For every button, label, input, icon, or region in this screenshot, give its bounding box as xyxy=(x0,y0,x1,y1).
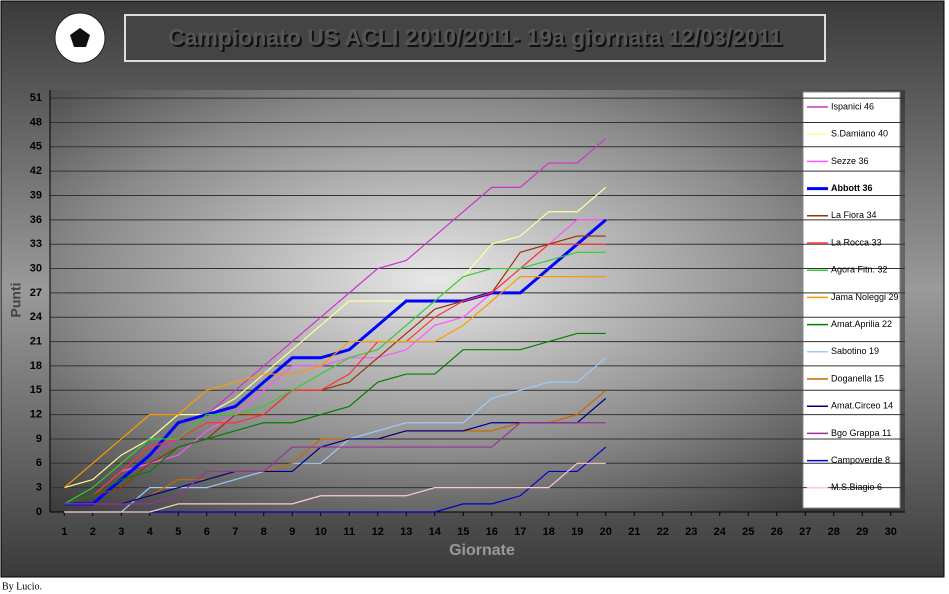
x-tick-label: 8 xyxy=(261,526,267,538)
x-tick-label: 4 xyxy=(147,526,154,538)
y-tick-label: 15 xyxy=(30,384,42,396)
x-tick-label: 20 xyxy=(600,526,612,538)
series-line xyxy=(64,186,607,489)
y-tick-label: 3 xyxy=(36,482,42,494)
legend-label: Sabotino 19 xyxy=(831,346,879,356)
x-tick-label: 23 xyxy=(685,526,697,538)
series-line xyxy=(64,357,607,513)
legend-label: Campoverde 8 xyxy=(831,455,890,465)
legend-label: Bgo Grappa 11 xyxy=(831,428,891,438)
x-tick-label: 13 xyxy=(400,526,412,538)
series-line xyxy=(64,422,606,505)
y-tick-label: 48 xyxy=(30,116,42,128)
chart-title: Campionato US ACLI 2010/2011- 19a giorna… xyxy=(168,24,782,50)
series-line xyxy=(64,235,606,505)
legend-label: Amat.Aprilia 22 xyxy=(831,319,892,329)
y-axis-label: Punti xyxy=(8,283,24,318)
x-tick-label: 12 xyxy=(372,526,384,538)
x-tick-label: 3 xyxy=(118,526,124,538)
x-tick-label: 7 xyxy=(232,526,238,538)
series-line xyxy=(63,276,606,489)
legend-label: M.S.Biagio 6 xyxy=(831,482,882,492)
footer: By Lucio. xyxy=(2,581,42,592)
series-line xyxy=(64,389,607,505)
y-tick-label: 21 xyxy=(30,335,42,347)
x-tick-label: 11 xyxy=(343,526,355,538)
x-tick-label: 22 xyxy=(657,526,669,538)
y-tick-label: 12 xyxy=(30,409,42,421)
series-line xyxy=(64,332,606,505)
y-tick-label: 51 xyxy=(30,92,42,104)
y-tick-label: 9 xyxy=(36,433,42,445)
x-axis-label: Giornate xyxy=(449,542,515,559)
y-tick-label: 36 xyxy=(30,214,42,226)
x-tick-label: 2 xyxy=(90,526,96,538)
y-tick-label: 6 xyxy=(36,457,42,469)
series-line xyxy=(64,397,607,505)
legend-label: Abbott 36 xyxy=(831,183,873,193)
x-tick-label: 18 xyxy=(543,526,555,538)
x-tick-label: 26 xyxy=(771,526,783,538)
x-tick-label: 9 xyxy=(289,526,295,538)
legend-label: Sezze 36 xyxy=(831,156,869,166)
x-tick-label: 30 xyxy=(885,526,897,538)
y-tick-label: 24 xyxy=(30,311,43,323)
legend-label: Amat.Circeo 14 xyxy=(831,401,893,411)
legend-label: Doganella 15 xyxy=(831,373,884,383)
legend-label: La Rocca 33 xyxy=(831,237,882,247)
legend-label: S.Damiano 40 xyxy=(831,129,888,139)
y-tick-label: 27 xyxy=(30,287,42,299)
x-tick-label: 10 xyxy=(315,526,327,538)
series-line xyxy=(64,243,606,505)
x-tick-label: 24 xyxy=(714,526,727,538)
x-tick-label: 29 xyxy=(856,526,868,538)
title-shadow: Campionato US ACLI 2010/2011- 19a giorna… xyxy=(170,26,784,52)
x-tick-label: 19 xyxy=(571,526,583,538)
series-line xyxy=(63,251,606,505)
x-tick-label: 5 xyxy=(175,526,181,538)
legend-label: Ispanici 46 xyxy=(831,101,874,111)
y-tick-label: 33 xyxy=(30,238,42,250)
x-tick-label: 25 xyxy=(742,526,754,538)
series-line xyxy=(64,138,607,505)
ball-patch xyxy=(70,28,90,47)
legend-label: Agora Fitn. 32 xyxy=(831,265,888,275)
plot-area xyxy=(50,90,905,512)
x-tick-label: 15 xyxy=(457,526,469,538)
x-tick-label: 27 xyxy=(799,526,811,538)
y-tick-label: 30 xyxy=(30,262,42,274)
y-tick-label: 42 xyxy=(30,165,42,177)
x-tick-label: 14 xyxy=(429,526,442,538)
series-line xyxy=(64,462,606,513)
x-tick-label: 6 xyxy=(204,526,210,538)
x-tick-label: 28 xyxy=(828,526,840,538)
legend-label: Jama Noleggi 29 xyxy=(831,292,899,302)
y-tick-label: 45 xyxy=(30,141,42,153)
y-tick-label: 18 xyxy=(30,360,42,372)
x-tick-label: 16 xyxy=(486,526,498,538)
x-tick-label: 21 xyxy=(628,526,640,538)
legend-label: La Fiora 34 xyxy=(831,210,877,220)
y-tick-label: 39 xyxy=(30,189,42,201)
title-box xyxy=(124,14,826,62)
series-line xyxy=(64,446,607,513)
y-tick-label: 0 xyxy=(36,506,42,518)
x-tick-label: 17 xyxy=(514,526,526,538)
x-tick-label: 1 xyxy=(61,526,67,538)
